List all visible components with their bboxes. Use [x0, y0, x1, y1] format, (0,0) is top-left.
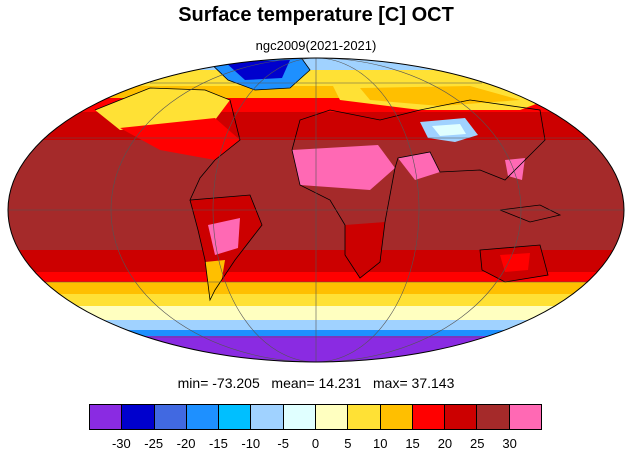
- colorbar-swatch: [283, 405, 316, 429]
- colorbar-tick-label: 15: [405, 436, 420, 451]
- map-border: [7, 57, 625, 363]
- colorbar-swatch: [251, 405, 284, 429]
- colorbar-swatch: [380, 405, 413, 429]
- coastlines: [94, 58, 562, 302]
- max-label: max=: [373, 375, 408, 391]
- colorbar-swatch: [154, 405, 187, 429]
- colorbar-swatch: [122, 405, 155, 429]
- colorbar-tick-label: 20: [437, 436, 453, 451]
- sahara: [292, 145, 395, 190]
- colorbar-tick-label: 25: [470, 436, 485, 451]
- colorbar-swatch: [445, 405, 478, 429]
- colorbar-tick-label: -10: [241, 436, 261, 451]
- mean-label: mean=: [271, 375, 315, 391]
- colorbar-tick-label: 30: [502, 436, 517, 451]
- colorbar-tick-label: -5: [277, 436, 289, 451]
- max-value: 37.143: [411, 375, 455, 391]
- colorbar-swatch: [477, 405, 510, 429]
- colorbar-swatch: [412, 405, 446, 429]
- min-value: -73.205: [212, 375, 260, 391]
- map-title: Surface temperature [C] OCT: [178, 4, 454, 26]
- mean-value: 14.231: [318, 375, 362, 391]
- colorbar-tick-label: 10: [372, 436, 388, 451]
- colorbar-ticks: -30 -25 -20 -15 -10 -5 0 5 10 15 20 25 30: [89, 436, 542, 454]
- southern-africa: [345, 222, 385, 278]
- colorbar-swatch: [509, 405, 541, 429]
- colorbar-tick-label: -30: [111, 436, 131, 451]
- colorbar-swatch: [219, 405, 252, 429]
- colorbar-swatch: [186, 405, 220, 429]
- colorbar-tick-label: -15: [209, 436, 228, 451]
- map-stats: min= -73.205 mean= 14.231 max= 37.143: [0, 375, 632, 391]
- colorbar-tick-label: -25: [144, 436, 164, 451]
- arabia: [398, 152, 440, 180]
- north-america-mid: [120, 118, 240, 160]
- colorbar-tick-label: 0: [311, 436, 320, 451]
- colorbar-swatch: [348, 405, 381, 429]
- colorbar-swatch: [90, 405, 123, 429]
- colorbar-swatch: [315, 405, 349, 429]
- min-label: min=: [177, 375, 209, 391]
- colorbar-tick-label: -20: [176, 436, 196, 451]
- colorbar: [89, 404, 542, 430]
- colorbar-tick-label: 5: [344, 436, 352, 451]
- temperature-map: [7, 57, 625, 363]
- map-subtitle: ngc2009(2021-2021): [255, 38, 377, 53]
